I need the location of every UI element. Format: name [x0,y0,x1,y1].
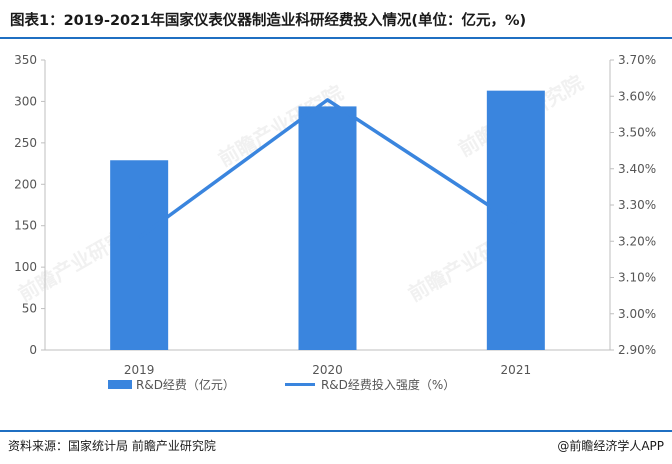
legend-bar-label: R&D经费（亿元） [136,377,235,392]
y-left-tick-label: 0 [29,343,37,357]
bar [110,160,169,350]
legend-line-swatch [284,382,315,386]
source-note: 资料来源：国家统计局 前瞻产业研究院 [8,439,216,453]
chart-title: 图表1：2019-2021年国家仪表仪器制造业科研经费投入情况(单位：亿元，%) [10,13,527,29]
y-right-tick-label: 3.10% [618,271,656,285]
x-tick-label: 2020 [312,363,343,375]
y-right-tick-label: 3.00% [618,307,656,321]
y-right-tick-label: 3.60% [618,89,656,103]
bar [486,90,545,351]
bar [298,106,357,351]
y-left-tick-label: 100 [14,260,37,274]
legend-bar-swatch [108,379,132,389]
legend-item-line: R&D经费投入强度（%） [284,376,456,393]
y-right-tick-label: 2.90% [618,343,656,357]
x-tick-label: 2019 [124,363,155,375]
y-right-tick-label: 3.50% [618,126,656,140]
y-left-tick-label: 300 [14,94,37,108]
y-left-tick-label: 250 [14,136,37,150]
y-right-tick-label: 3.30% [618,198,656,212]
y-left-tick-label: 350 [14,53,37,67]
y-right-tick-label: 3.40% [618,162,656,176]
x-tick-label: 2021 [501,363,532,375]
title-divider [0,37,672,39]
legend-item-bar: R&D经费（亿元） [108,376,235,393]
y-left-tick-label: 50 [22,302,37,316]
brand-credit: @前瞻经济学人APP [557,439,664,453]
chart-legend: R&D经费（亿元） R&D经费投入强度（%） [108,376,505,392]
combo-chart: 0 50 100 150 200 250 300 350 2.90% 3.00% 3.10% 3.20… [14,53,656,375]
y-left-tick-label: 150 [14,219,37,233]
footer-divider [0,430,672,432]
line-series [138,98,517,240]
y-right-tick-label: 3.70% [618,53,656,67]
y-left-tick-label: 200 [14,177,37,191]
y-right-tick-label: 3.20% [618,234,656,248]
legend-line-label: R&D经费投入强度（%） [320,377,456,392]
